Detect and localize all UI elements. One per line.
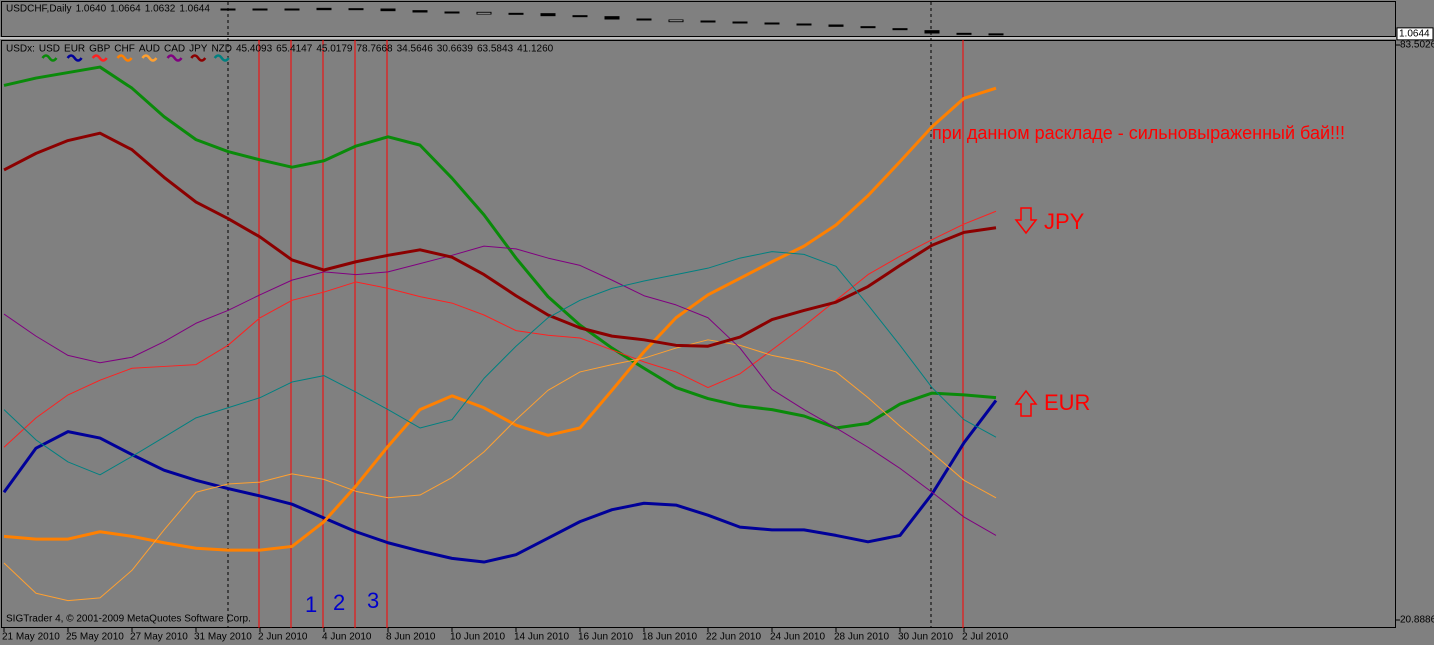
legend-swatch xyxy=(190,54,207,62)
candle-body xyxy=(988,33,1004,36)
legend-text: 65.4147 xyxy=(276,44,313,55)
annotation: при данном раскладе - сильновыраженный б… xyxy=(932,123,1345,143)
candle-body xyxy=(380,8,396,12)
legend-text: 30.6639 xyxy=(437,44,474,55)
x-tick-label: 30 Jun 2010 xyxy=(898,632,953,643)
legend-text: CAD xyxy=(164,44,185,55)
legend-text: 41.1260 xyxy=(517,44,554,55)
legend-text: 45.0179 xyxy=(316,44,353,55)
legend-text: 45.4093 xyxy=(236,44,273,55)
series-line xyxy=(3,245,997,536)
series-line xyxy=(3,131,997,348)
legend-text: USDx: xyxy=(6,44,35,55)
candle-body xyxy=(348,8,364,11)
x-tick-label: 14 Jun 2010 xyxy=(514,632,569,643)
candle-body xyxy=(572,15,588,18)
down-arrow xyxy=(1014,207,1038,235)
x-tick-label: 27 May 2010 xyxy=(130,632,188,643)
legend-text: 1.0632 xyxy=(145,4,176,15)
legend-swatch xyxy=(116,54,133,62)
series-line xyxy=(3,65,997,430)
candle-body xyxy=(220,8,236,11)
candle-body xyxy=(604,16,620,20)
legend-text: GBP xyxy=(89,44,110,55)
candle-body xyxy=(924,30,940,34)
candle-body xyxy=(636,18,652,21)
candle-body xyxy=(284,8,300,11)
legend-swatch xyxy=(141,54,158,62)
y-tick-label: 83.5026 xyxy=(1400,40,1434,51)
legend-text: CHF xyxy=(114,44,135,55)
candle-body xyxy=(860,26,876,29)
legend-text: 34.5646 xyxy=(397,44,434,55)
up-arrow xyxy=(1014,389,1038,417)
series-line xyxy=(3,251,997,476)
candle-body xyxy=(892,28,908,31)
legend-text: JPY xyxy=(189,44,208,55)
candle-body xyxy=(412,10,428,13)
candle-body xyxy=(444,11,460,14)
series-line xyxy=(3,339,997,602)
legend-text: AUD xyxy=(139,44,160,55)
series-line xyxy=(2,399,998,564)
legend-swatch xyxy=(91,54,108,62)
legend-text: EUR xyxy=(64,44,85,55)
legend-text: USD xyxy=(39,44,60,55)
legend-swatch xyxy=(166,54,183,62)
candle-body xyxy=(732,21,748,24)
x-tick-label: 2 Jun 2010 xyxy=(258,632,308,643)
legend-text: 1.0664 xyxy=(110,4,141,15)
candle-body xyxy=(668,19,684,23)
legend-swatch xyxy=(66,54,83,62)
x-tick-label: 31 May 2010 xyxy=(194,632,252,643)
annotation: JPY xyxy=(1044,209,1085,234)
legend-text: 1.0644 xyxy=(179,4,210,15)
candle-body xyxy=(540,13,556,17)
candle-body xyxy=(316,7,332,11)
x-tick-label: 22 Jun 2010 xyxy=(706,632,761,643)
series-line xyxy=(3,86,997,552)
candle-body xyxy=(764,22,780,25)
vertical-lines xyxy=(227,2,964,628)
legend-text: 78.7668 xyxy=(356,44,393,55)
candle-body xyxy=(508,12,524,15)
x-tick-label: 10 Jun 2010 xyxy=(450,632,505,643)
x-tick-label: 16 Jun 2010 xyxy=(578,632,633,643)
marker: 1 xyxy=(305,592,317,617)
x-tick-label: 25 May 2010 xyxy=(66,632,124,643)
x-tick-label: 8 Jun 2010 xyxy=(386,632,436,643)
bottom-pane-frame xyxy=(1,40,1396,628)
candle-body xyxy=(956,32,972,35)
candle-body xyxy=(476,11,492,15)
candle-body xyxy=(828,24,844,27)
x-tick-label: 24 Jun 2010 xyxy=(770,632,825,643)
x-tick-label: 18 Jun 2010 xyxy=(642,632,697,643)
top-pane-frame xyxy=(1,1,1396,37)
candle-body xyxy=(252,8,268,11)
legend-swatch xyxy=(41,54,58,62)
legend-text: 1.0640 xyxy=(76,4,107,15)
marker: 2 xyxy=(333,590,345,615)
candle-body xyxy=(700,20,716,23)
y-tick-label: 20.8886 xyxy=(1400,615,1434,626)
legend-text: 63.5843 xyxy=(477,44,514,55)
candle-body xyxy=(796,23,812,26)
x-tick-label: 2 Jul 2010 xyxy=(962,632,1009,643)
x-tick-label: 28 Jun 2010 xyxy=(834,632,889,643)
x-tick-label: 21 May 2010 xyxy=(2,632,60,643)
marker: 3 xyxy=(367,588,379,613)
legend-swatch xyxy=(213,54,230,62)
credit: SIGTrader 4, © 2001-2009 MetaQuotes Soft… xyxy=(6,614,251,625)
plot xyxy=(2,7,1004,602)
legend-text: NZD xyxy=(211,44,232,55)
price-label: 1.0644 xyxy=(1399,29,1430,40)
x-tick-label: 4 Jun 2010 xyxy=(322,632,372,643)
legend-text: USDCHF,Daily xyxy=(6,4,72,15)
annotation: EUR xyxy=(1044,390,1090,415)
price-label-box xyxy=(1396,27,1434,41)
